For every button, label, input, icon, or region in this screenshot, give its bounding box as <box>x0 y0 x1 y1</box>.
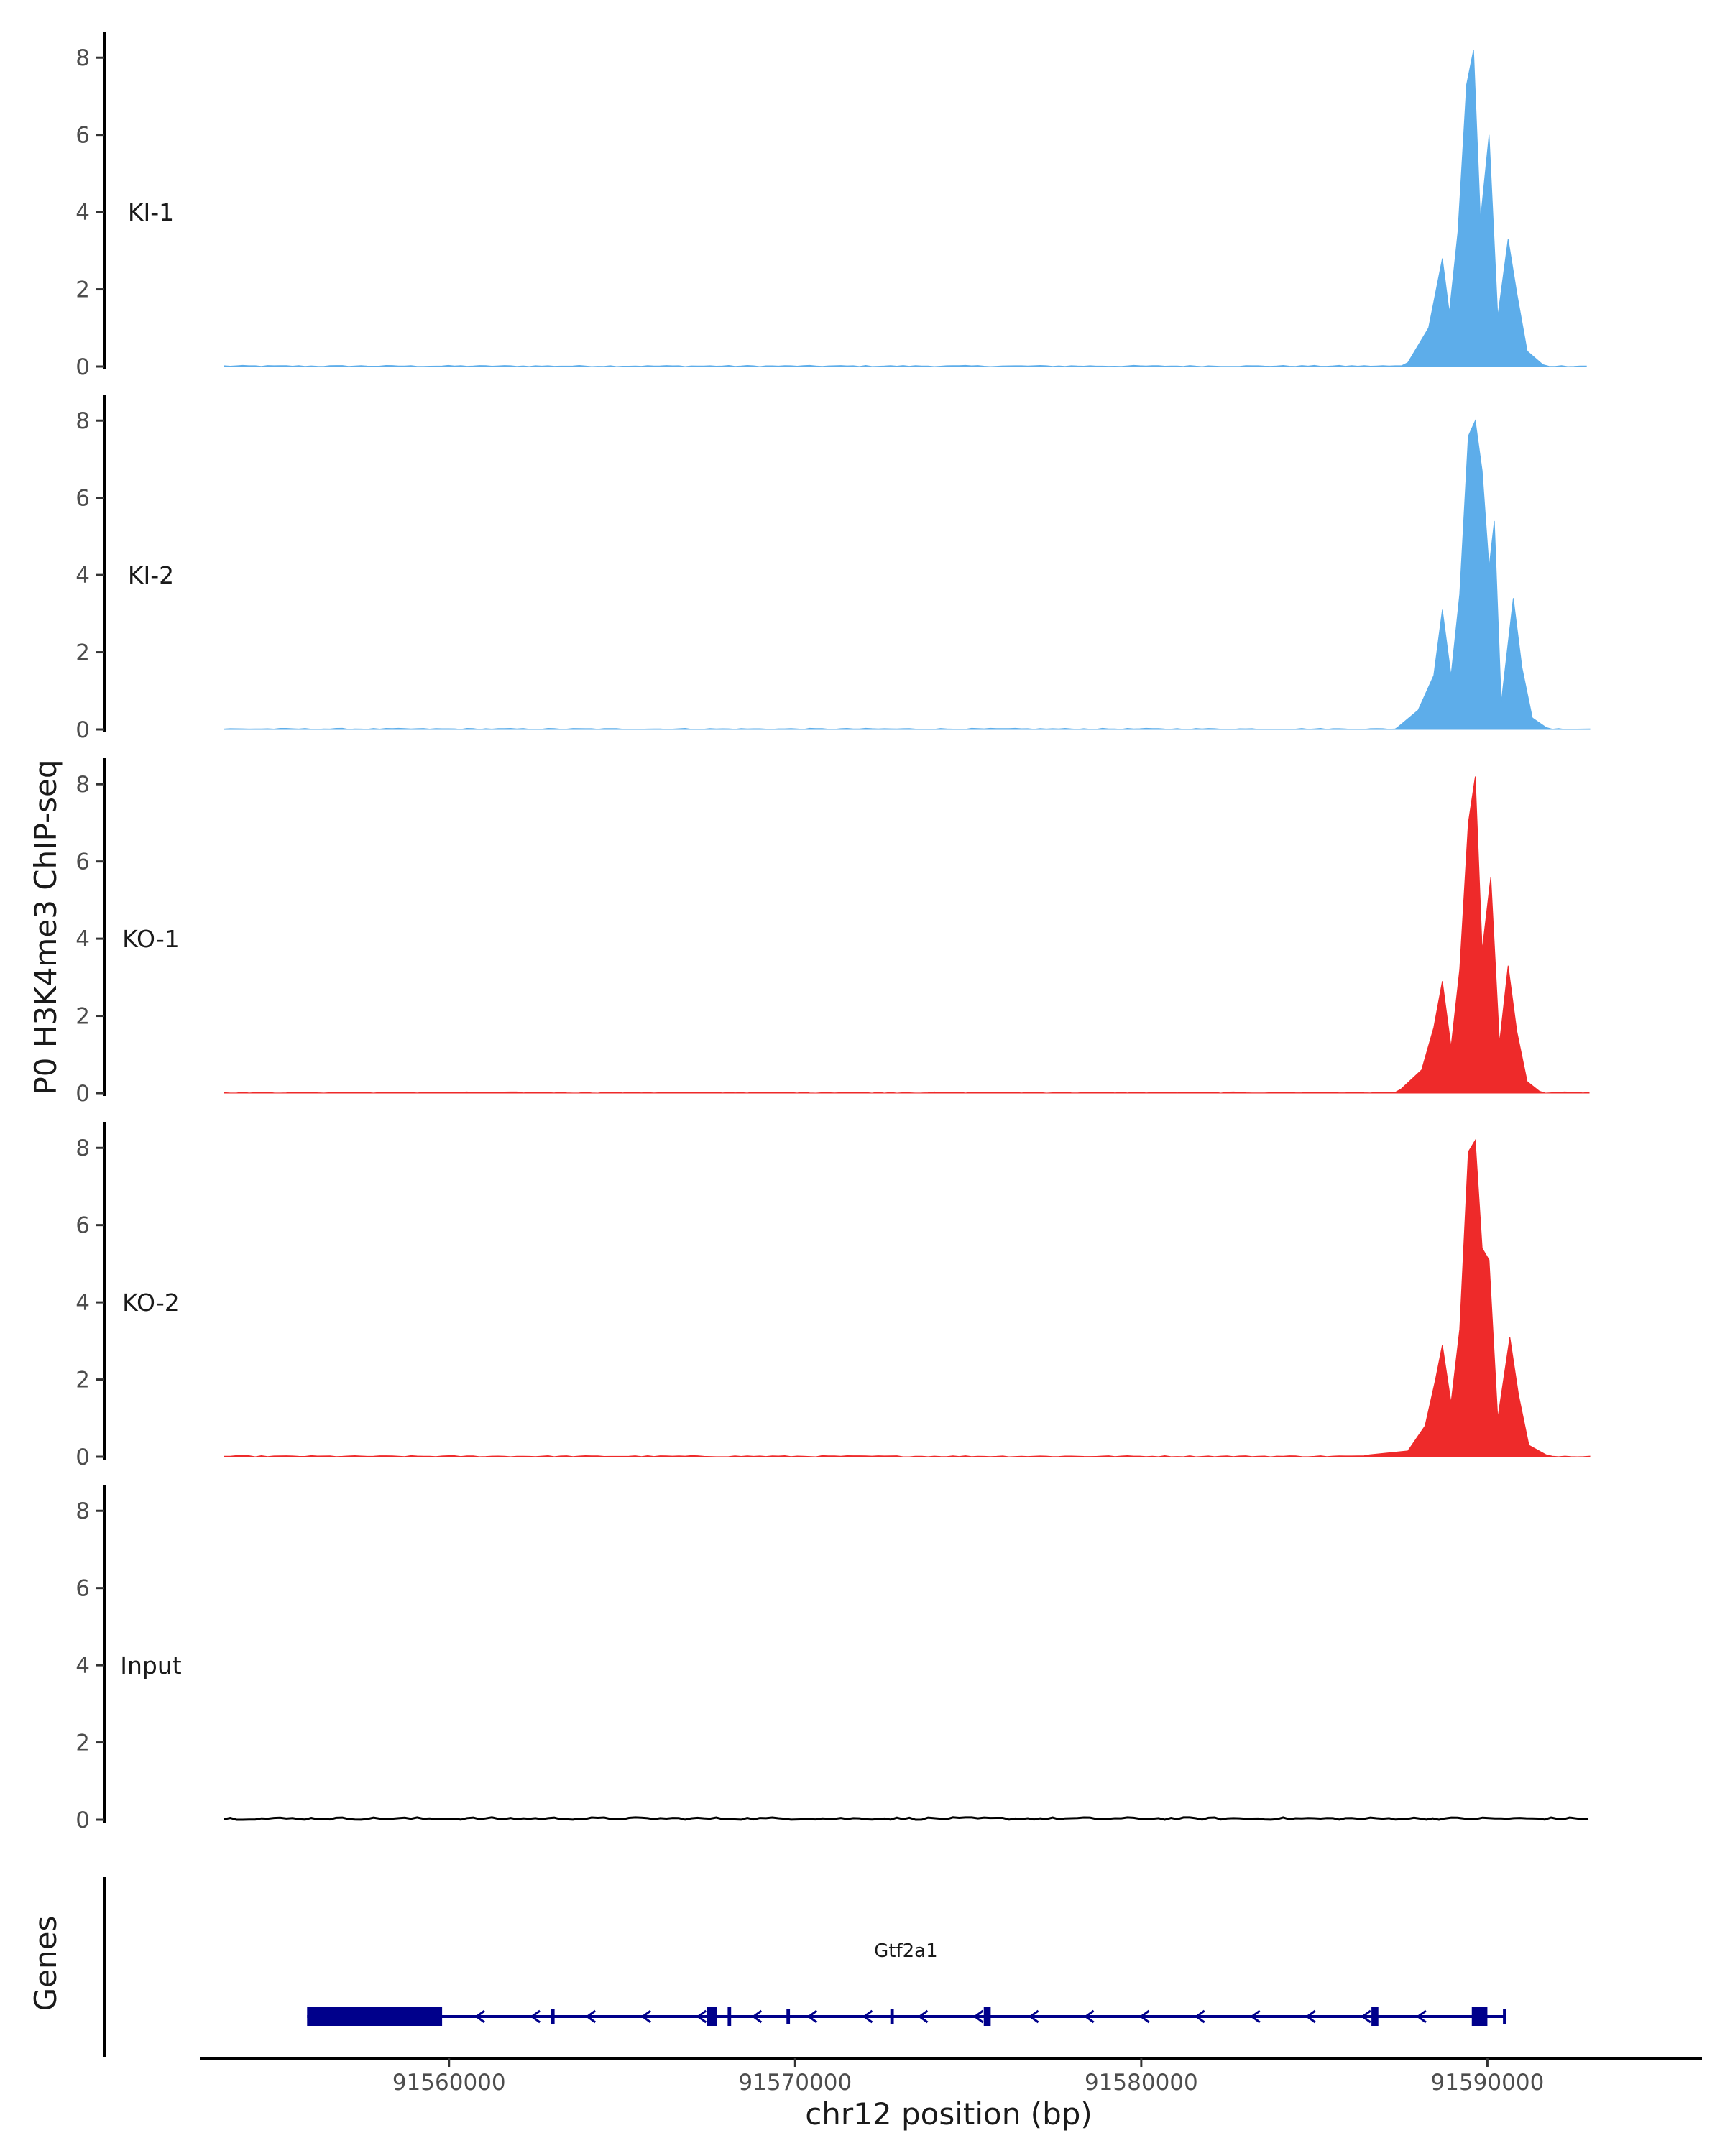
y-tick-label: 8 <box>75 1135 90 1161</box>
gene-exon <box>1503 2009 1506 2024</box>
y-tick-label: 6 <box>75 1213 90 1239</box>
strand-arrow <box>751 2009 763 2024</box>
y-tick-label: 8 <box>75 45 90 71</box>
x-tick-label: 91580000 <box>1085 2070 1198 2096</box>
gene-exon <box>1371 2007 1379 2026</box>
strand-arrow <box>1361 2009 1371 2024</box>
gene-name-label: Gtf2a1 <box>874 1940 938 1962</box>
y-tick-label: 4 <box>75 1290 90 1316</box>
y-tick-label: 0 <box>75 354 90 380</box>
track-ki-2: 0 2 4 6 8 KI-2 <box>75 395 1591 743</box>
track-ko-2: 0 2 4 6 8 KO-2 <box>75 1122 1591 1470</box>
y-tick-label: 6 <box>75 1576 90 1602</box>
gene-annotation-panel: Gtf2a1 <box>103 1877 1506 2057</box>
gene-exon <box>1471 2007 1488 2026</box>
strand-arrow <box>1195 2009 1205 2024</box>
strand-arrow <box>1029 2009 1039 2024</box>
y-tick-label: 8 <box>75 772 90 798</box>
track-input: 0 2 4 6 8 Input <box>75 1485 1589 1833</box>
y-tick-label: 8 <box>75 1498 90 1524</box>
y-tick-label: 2 <box>75 1368 90 1393</box>
coverage-area <box>224 419 1591 730</box>
y-axis-title: P0 H3K4me3 ChIP-seq <box>28 759 63 1095</box>
strand-arrow <box>862 2009 873 2024</box>
track-ki-1: 0 2 4 6 8 KI-1 <box>75 32 1587 380</box>
track-label: KI-1 <box>128 198 174 226</box>
coverage-area <box>224 1138 1591 1457</box>
strand-arrow <box>1416 2009 1427 2024</box>
track-label: KO-1 <box>122 925 180 953</box>
coverage-line <box>224 1816 1589 1821</box>
y-tick-label: 2 <box>75 277 90 303</box>
strand-arrow <box>1250 2009 1261 2024</box>
y-tick-label: 0 <box>75 1445 90 1470</box>
coverage-area <box>224 50 1587 367</box>
y-tick-label: 4 <box>75 1653 90 1679</box>
y-tick-label: 4 <box>75 563 90 589</box>
gene-exon <box>307 2007 443 2026</box>
y-tick-label: 6 <box>75 486 90 512</box>
strand-arrow <box>917 2009 929 2024</box>
track-label: KO-2 <box>122 1289 180 1317</box>
genes-axis-title: Genes <box>28 1916 63 2012</box>
track-ko-1: 0 2 4 6 8 KO-1 <box>75 758 1590 1107</box>
strand-arrow <box>972 2009 984 2024</box>
y-tick-label: 0 <box>75 1081 90 1107</box>
strand-arrow <box>1139 2009 1150 2024</box>
strand-arrow <box>1084 2009 1095 2024</box>
y-tick-label: 4 <box>75 926 90 952</box>
x-axis: 91560000 91570000 91580000 91590000 <box>200 2057 1702 2096</box>
y-tick-label: 4 <box>75 200 90 226</box>
gene-exon <box>727 2007 732 2026</box>
coverage-area <box>224 776 1590 1094</box>
gene-exon <box>983 2007 991 2026</box>
y-tick-label: 6 <box>75 849 90 875</box>
y-tick-label: 6 <box>75 123 90 149</box>
x-tick-label: 91570000 <box>738 2070 852 2096</box>
x-tick-label: 91590000 <box>1431 2070 1545 2096</box>
gene-exon <box>890 2009 894 2024</box>
track-label: Input <box>120 1651 182 1680</box>
strand-arrow <box>640 2009 652 2024</box>
strand-arrow <box>585 2009 597 2024</box>
y-tick-label: 0 <box>75 717 90 743</box>
strand-arrow <box>1305 2009 1316 2024</box>
gene-exon <box>786 2009 791 2024</box>
strand-arrow <box>530 2009 541 2024</box>
gene-exon <box>707 2007 717 2026</box>
coverage-tracks: 0 2 4 6 8 KI-1 0 2 4 6 8 KI-2 0 2 4 6 8 KO-1 0 2 4 6 8 KO-2 0 2 4 6… <box>75 32 1591 1833</box>
gene-exon <box>551 2009 555 2024</box>
strand-arrow <box>696 2009 707 2024</box>
strand-arrow <box>474 2009 485 2024</box>
y-tick-label: 2 <box>75 1731 90 1756</box>
track-label: KI-2 <box>128 561 174 589</box>
x-axis-title: chr12 position (bp) <box>805 2096 1092 2132</box>
y-tick-label: 2 <box>75 1004 90 1030</box>
x-tick-label: 91560000 <box>392 2070 506 2096</box>
y-tick-label: 8 <box>75 408 90 434</box>
strand-arrow <box>806 2009 818 2024</box>
y-tick-label: 0 <box>75 1807 90 1833</box>
y-tick-label: 2 <box>75 640 90 666</box>
